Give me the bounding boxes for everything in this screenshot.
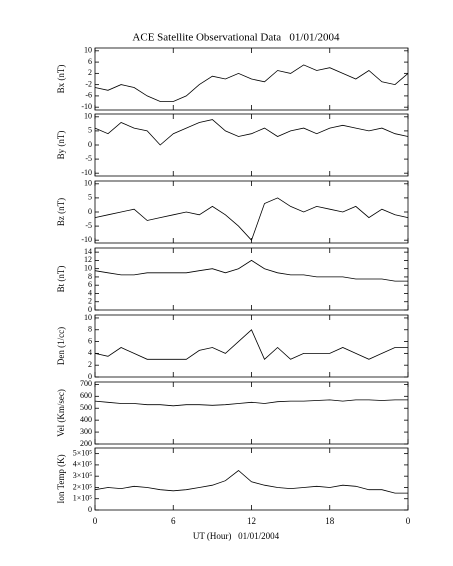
y-tick-label: 2	[88, 360, 92, 369]
y-tick-label: 6	[88, 280, 92, 289]
y-axis-label: By (nT)	[56, 131, 66, 160]
y-tick-label: 10	[84, 112, 92, 121]
y-axis-label: Bt (nT)	[56, 266, 66, 293]
data-line	[94, 399, 408, 407]
y-tick-label: 2	[88, 297, 92, 306]
y-tick-label: 300	[80, 427, 92, 436]
x-tick-label: 12	[247, 516, 256, 526]
data-line	[94, 197, 409, 241]
y-tick-label: 0	[88, 140, 92, 149]
x-axis-label: UT (Hour) 01/01/2004	[193, 531, 280, 541]
data-line	[94, 469, 408, 494]
y-tick-label: -10	[81, 168, 92, 177]
data-line	[94, 329, 408, 360]
y-axis-label: Den (1/cc)	[56, 327, 66, 365]
y-tick-label: 3×10⁵	[73, 471, 93, 480]
y-tick-label: 4	[88, 348, 92, 357]
y-tick-label: 10	[84, 263, 92, 272]
y-tick-label: 2×10⁵	[73, 482, 93, 491]
panel-frame	[94, 447, 409, 511]
y-tick-label: 1×10⁵	[73, 494, 93, 503]
y-tick-label: 4×10⁵	[73, 460, 93, 469]
y-tick-label: 8	[88, 272, 92, 281]
y-axis-label: Vel (Km/sec)	[56, 389, 66, 437]
x-tick-label: 6	[171, 516, 176, 526]
y-tick-label: 0	[88, 372, 92, 381]
y-tick-label: -5	[85, 154, 92, 163]
y-tick-label: 400	[80, 415, 92, 424]
y-axis-label: Bz (nT)	[56, 198, 66, 226]
data-line	[94, 259, 408, 282]
y-tick-label: 10	[84, 179, 92, 188]
y-tick-label: 600	[80, 391, 92, 400]
y-tick-label: 0	[88, 505, 92, 514]
panel-frame	[94, 314, 409, 378]
x-tick-label: 18	[325, 516, 335, 526]
y-tick-label: 5×10⁵	[73, 448, 93, 457]
y-axis-label: Bx (nT)	[56, 65, 66, 94]
y-tick-label: 10	[84, 46, 92, 55]
data-line	[94, 119, 409, 146]
y-tick-label: -10	[81, 102, 92, 111]
y-tick-label: 8	[88, 325, 92, 334]
y-tick-label: -6	[85, 91, 92, 100]
y-tick-label: 4	[88, 288, 92, 297]
y-tick-label: 0	[88, 207, 92, 216]
y-tick-label: 12	[84, 255, 92, 264]
y-tick-label: -5	[85, 221, 92, 230]
x-tick-label: 0	[93, 516, 98, 526]
y-tick-label: 500	[80, 403, 92, 412]
y-tick-label: -10	[81, 235, 92, 244]
x-tick-label: 0	[406, 516, 411, 526]
y-tick-label: 14	[84, 247, 92, 256]
y-tick-label: 5	[88, 193, 92, 202]
y-tick-label: 10	[84, 313, 92, 322]
y-axis-label: Ion Temp (K)	[56, 454, 66, 503]
y-tick-label: 5	[88, 126, 92, 135]
y-tick-label: -2	[85, 79, 92, 88]
chart-title: ACE Satellite Observational Data 01/01/2…	[132, 32, 340, 44]
panel-frame	[94, 180, 409, 244]
data-line	[94, 64, 409, 102]
y-tick-label: 2	[88, 68, 92, 77]
panel-frame	[94, 113, 409, 177]
y-tick-label: 6	[88, 336, 92, 345]
y-tick-label: 0	[88, 305, 92, 314]
y-tick-label: 700	[80, 379, 92, 388]
panel-frame	[94, 381, 409, 445]
y-tick-label: 200	[80, 439, 92, 448]
y-tick-label: 6	[88, 57, 92, 66]
